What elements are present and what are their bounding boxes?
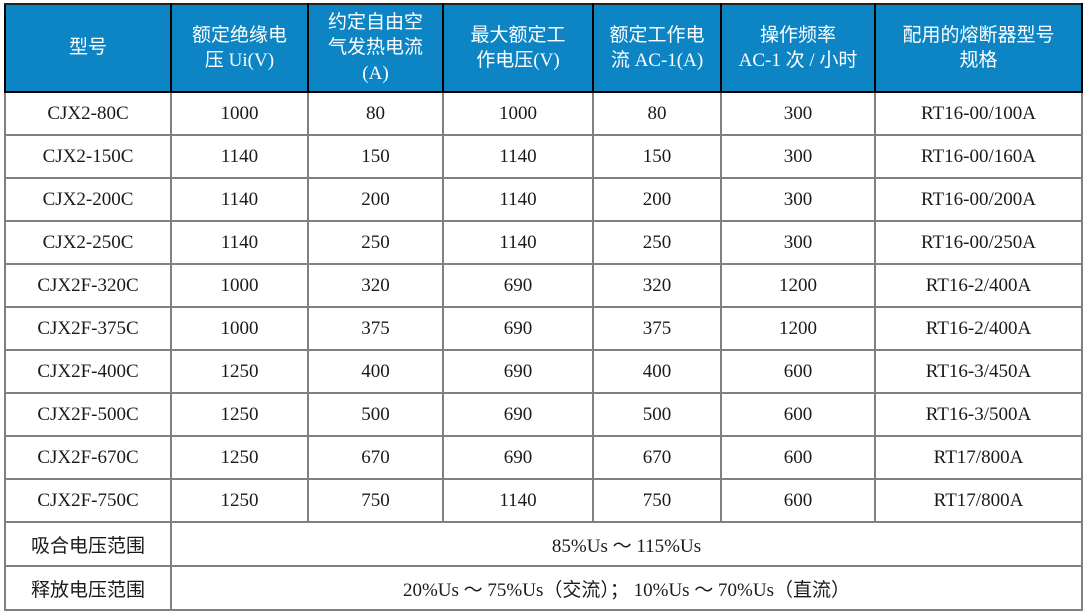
table-cell: 300: [720, 134, 876, 179]
table-cell: 300: [720, 91, 876, 136]
pickup-voltage-range-value: 85%Us ～ 115%Us: [170, 521, 1083, 567]
table-cell: 670: [307, 435, 444, 480]
table-cell: 1250: [170, 392, 309, 437]
table-cell: 400: [592, 349, 722, 394]
table-cell: 200: [307, 177, 444, 222]
table-row: CJX2F-670C 1250 670 690 670 600 RT17/800…: [4, 435, 1083, 480]
table-cell: 750: [592, 478, 722, 523]
table-cell: 80: [307, 91, 444, 136]
col-header-insulation-voltage: 额定绝缘电 压 Ui(V): [170, 3, 309, 93]
row-label-pickup-voltage-range: 吸合电压范围: [4, 521, 172, 567]
table-cell: 1000: [170, 91, 309, 136]
row-label-release-voltage-range: 释放电压范围: [4, 565, 172, 611]
table-cell: 320: [307, 263, 444, 308]
table-cell: 1140: [170, 177, 309, 222]
pickup-voltage-range-row: 吸合电压范围 85%Us ～ 115%Us: [4, 521, 1083, 567]
table-cell: 1140: [442, 177, 594, 222]
table-cell: RT17/800A: [874, 478, 1083, 523]
model-cell: CJX2F-375C: [4, 306, 172, 351]
table-cell: 500: [307, 392, 444, 437]
table-cell: 150: [307, 134, 444, 179]
table-cell: 750: [307, 478, 444, 523]
table-cell: 1000: [170, 306, 309, 351]
col-header-model: 型号: [4, 3, 172, 93]
col-header-operating-frequency: 操作频率 AC-1 次 / 小时: [720, 3, 876, 93]
table-cell: 400: [307, 349, 444, 394]
table-row: CJX2F-400C 1250 400 690 400 600 RT16-3/4…: [4, 349, 1083, 394]
header-row: 型号 额定绝缘电 压 Ui(V) 约定自由空 气发热电流 (A) 最大额定工 作…: [4, 3, 1083, 93]
table-cell: 690: [442, 263, 594, 308]
model-cell: CJX2F-320C: [4, 263, 172, 308]
table-cell: 690: [442, 435, 594, 480]
table-cell: RT16-00/160A: [874, 134, 1083, 179]
table-cell: 300: [720, 220, 876, 265]
table-cell: RT16-00/250A: [874, 220, 1083, 265]
col-header-working-current: 额定工作电 流 AC-1(A): [592, 3, 722, 93]
table-cell: 80: [592, 91, 722, 136]
table-cell: 375: [307, 306, 444, 351]
table-cell: 375: [592, 306, 722, 351]
table-row: CJX2-200C 1140 200 1140 200 300 RT16-00/…: [4, 177, 1083, 222]
model-cell: CJX2-80C: [4, 91, 172, 136]
table-cell: 600: [720, 349, 876, 394]
table-cell: 1140: [442, 478, 594, 523]
table-cell: 1250: [170, 349, 309, 394]
table-cell: 670: [592, 435, 722, 480]
table-row: CJX2-150C 1140 150 1140 150 300 RT16-00/…: [4, 134, 1083, 179]
table-row: CJX2F-500C 1250 500 690 500 600 RT16-3/5…: [4, 392, 1083, 437]
table-cell: RT16-3/450A: [874, 349, 1083, 394]
col-header-max-working-voltage: 最大额定工 作电压(V): [442, 3, 594, 93]
table-cell: 1200: [720, 263, 876, 308]
contactor-spec-table: 型号 额定绝缘电 压 Ui(V) 约定自由空 气发热电流 (A) 最大额定工 作…: [4, 3, 1083, 611]
table-cell: 300: [720, 177, 876, 222]
table-cell: 690: [442, 349, 594, 394]
model-cell: CJX2F-500C: [4, 392, 172, 437]
model-cell: CJX2F-750C: [4, 478, 172, 523]
table-cell: RT16-00/100A: [874, 91, 1083, 136]
table-cell: 1140: [442, 134, 594, 179]
table-cell: 600: [720, 392, 876, 437]
table-cell: RT17/800A: [874, 435, 1083, 480]
table-cell: 250: [307, 220, 444, 265]
table-cell: 600: [720, 435, 876, 480]
table-cell: 1140: [170, 134, 309, 179]
table-cell: 1140: [170, 220, 309, 265]
table-cell: 500: [592, 392, 722, 437]
col-header-fuse-spec: 配用的熔断器型号 规格: [874, 3, 1083, 93]
table-cell: RT16-00/200A: [874, 177, 1083, 222]
col-header-thermal-current: 约定自由空 气发热电流 (A): [307, 3, 444, 93]
release-voltage-range-row: 释放电压范围 20%Us ～ 75%Us（交流）； 10%Us ～ 70%Us（…: [4, 565, 1083, 611]
table-cell: 1000: [170, 263, 309, 308]
table-cell: 1250: [170, 435, 309, 480]
table-cell: RT16-2/400A: [874, 306, 1083, 351]
table-cell: RT16-3/500A: [874, 392, 1083, 437]
model-cell: CJX2-250C: [4, 220, 172, 265]
model-cell: CJX2F-400C: [4, 349, 172, 394]
table-cell: 1000: [442, 91, 594, 136]
table-cell: 200: [592, 177, 722, 222]
table-row: CJX2F-320C 1000 320 690 320 1200 RT16-2/…: [4, 263, 1083, 308]
table-cell: 600: [720, 478, 876, 523]
table-row: CJX2F-375C 1000 375 690 375 1200 RT16-2/…: [4, 306, 1083, 351]
model-cell: CJX2-150C: [4, 134, 172, 179]
release-voltage-range-value: 20%Us ～ 75%Us（交流）； 10%Us ～ 70%Us（直流）: [170, 565, 1083, 611]
table-row: CJX2-80C 1000 80 1000 80 300 RT16-00/100…: [4, 91, 1083, 136]
table-cell: 1250: [170, 478, 309, 523]
table-cell: 250: [592, 220, 722, 265]
table-cell: RT16-2/400A: [874, 263, 1083, 308]
table-cell: 1140: [442, 220, 594, 265]
table-cell: 150: [592, 134, 722, 179]
table-cell: 1200: [720, 306, 876, 351]
table-row: CJX2-250C 1140 250 1140 250 300 RT16-00/…: [4, 220, 1083, 265]
table-cell: 690: [442, 306, 594, 351]
model-cell: CJX2F-670C: [4, 435, 172, 480]
table-row: CJX2F-750C 1250 750 1140 750 600 RT17/80…: [4, 478, 1083, 523]
table-cell: 320: [592, 263, 722, 308]
model-cell: CJX2-200C: [4, 177, 172, 222]
table-cell: 690: [442, 392, 594, 437]
